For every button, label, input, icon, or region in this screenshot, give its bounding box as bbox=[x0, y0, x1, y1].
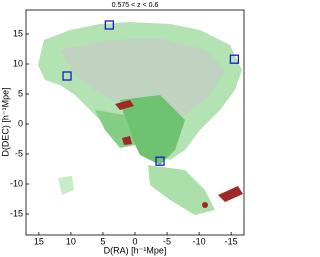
marker bbox=[155, 156, 165, 166]
filament bbox=[38, 22, 242, 160]
x-tick-label: 15 bbox=[34, 236, 44, 246]
cluster bbox=[218, 186, 243, 202]
filament bbox=[60, 38, 225, 130]
y-tick-label: -10 bbox=[10, 178, 23, 188]
y-tick-label: -5 bbox=[15, 148, 23, 158]
y-axis-label: D(DEC) [h⁻¹Mpe] bbox=[0, 87, 10, 156]
chart-title: 0.575 < z < 0.6 bbox=[112, 2, 159, 9]
y-tick-label: 5 bbox=[18, 88, 23, 98]
marker bbox=[229, 54, 240, 64]
x-tick-label: 5 bbox=[100, 236, 105, 246]
y-tick-label: 0 bbox=[18, 118, 23, 128]
x-tick-label: 10 bbox=[66, 236, 76, 246]
filament bbox=[120, 95, 185, 165]
y-tick-label: 15 bbox=[13, 28, 23, 38]
cluster bbox=[122, 136, 132, 145]
green-structures bbox=[38, 22, 242, 215]
x-tick-label: 0 bbox=[132, 236, 137, 246]
filament bbox=[148, 165, 215, 215]
x-tick-label: -10 bbox=[193, 236, 206, 246]
chart: 0.575 < z < 0.6 D(RA) [h⁻¹Mpe] D(DEC) [h… bbox=[0, 2, 245, 255]
red-structures bbox=[115, 100, 243, 208]
cluster bbox=[115, 100, 134, 110]
x-tick-label: -5 bbox=[163, 236, 171, 246]
cluster bbox=[202, 202, 208, 208]
filament bbox=[58, 176, 74, 195]
x-axis-label: D(RA) [h⁻¹Mpe] bbox=[104, 245, 167, 255]
marker bbox=[62, 71, 72, 81]
y-tick-label: -15 bbox=[10, 208, 23, 218]
y-tick-label: 10 bbox=[13, 58, 23, 68]
marker bbox=[104, 20, 115, 30]
x-tick-label: -15 bbox=[225, 236, 238, 246]
